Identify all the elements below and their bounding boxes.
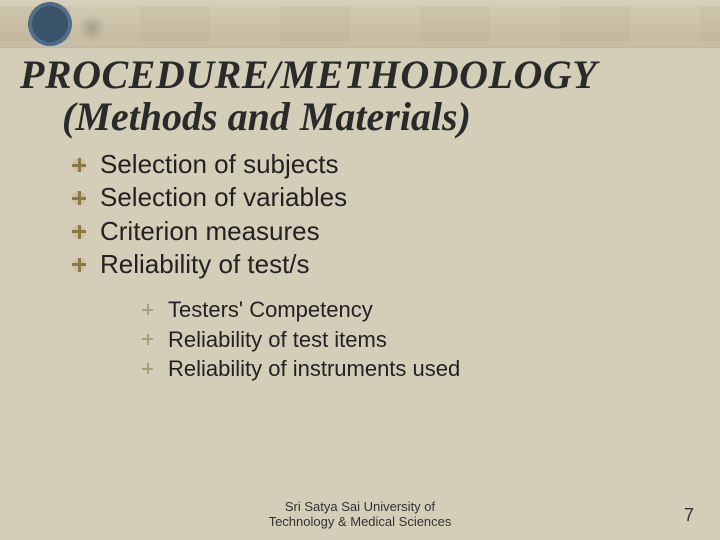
title-line-2: (Methods and Materials) <box>20 96 700 138</box>
sub-bullet-item: Reliability of test items <box>142 325 720 355</box>
sub-bullet-item: Reliability of instruments used <box>142 354 720 384</box>
page-number: 7 <box>684 505 694 526</box>
banner-world-map <box>0 0 720 48</box>
globe-icon <box>78 14 106 42</box>
sub-bullet-list: Testers' Competency Reliability of test … <box>142 295 720 384</box>
title-line-1: PROCEDURE/METHODOLOGY <box>20 54 700 96</box>
sub-bullet-item: Testers' Competency <box>142 295 720 325</box>
bullet-item: Selection of variables <box>72 181 720 214</box>
slide-title: PROCEDURE/METHODOLOGY (Methods and Mater… <box>0 48 720 138</box>
bullet-item: Selection of subjects <box>72 148 720 181</box>
footer-line-2: Technology & Medical Sciences <box>0 514 720 530</box>
footer-line-1: Sri Satya Sai University of <box>0 499 720 515</box>
bullet-item: Reliability of test/s <box>72 248 720 281</box>
bullet-item: Criterion measures <box>72 215 720 248</box>
footer-attribution: Sri Satya Sai University of Technology &… <box>0 499 720 530</box>
bullet-list: Selection of subjects Selection of varia… <box>72 148 720 281</box>
